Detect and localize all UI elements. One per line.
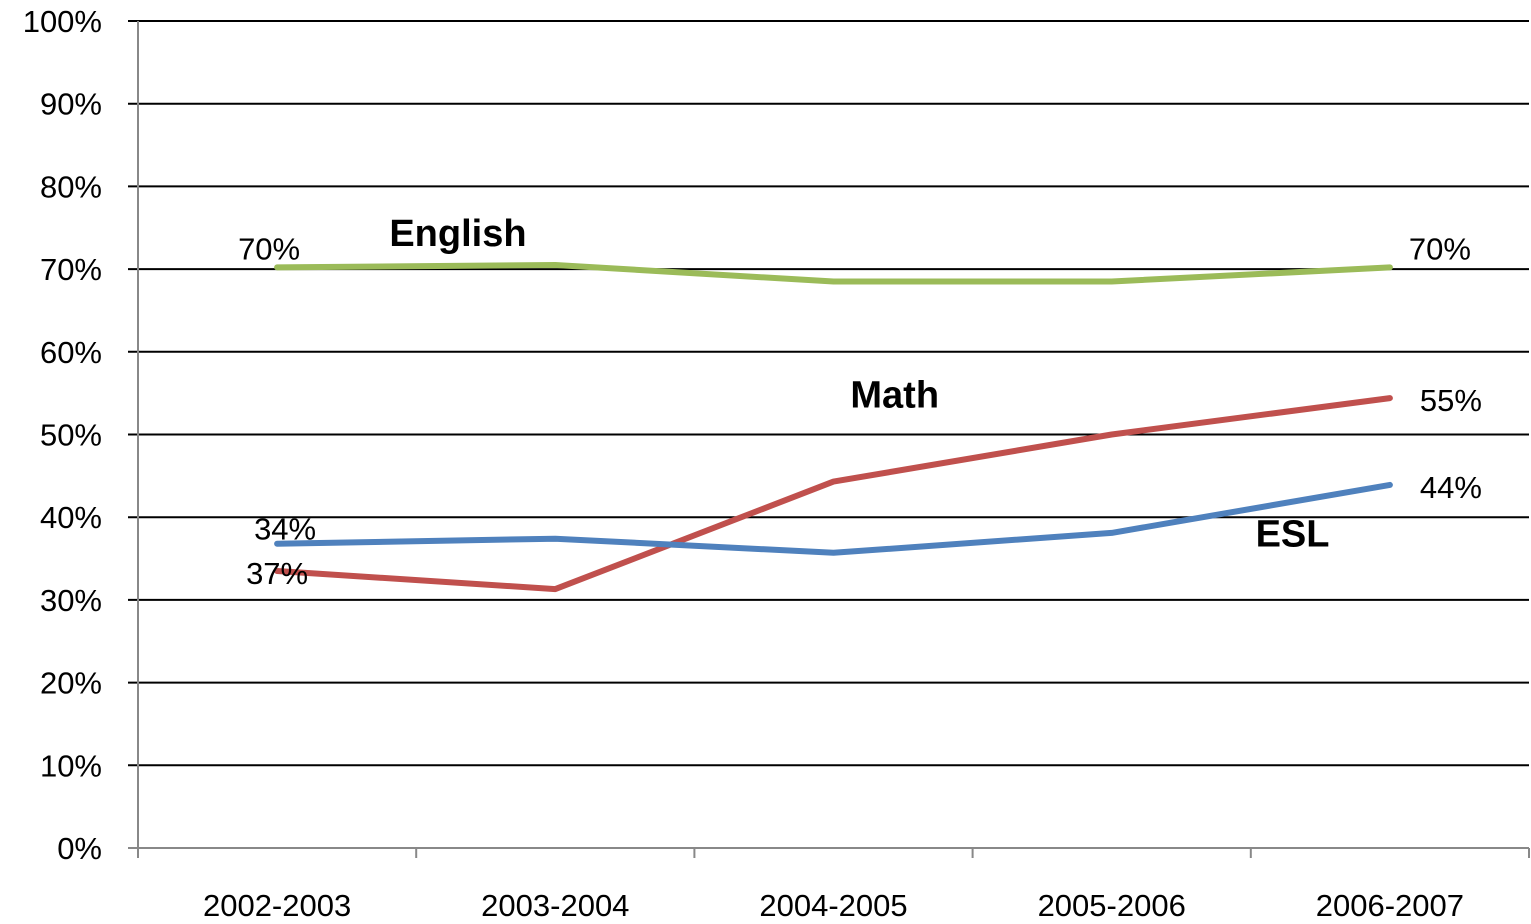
- series-line-english: [274, 262, 1393, 285]
- x-tick-label: 2004-2005: [759, 888, 907, 923]
- gridlines: [128, 20, 1529, 767]
- series-line-esl: [274, 481, 1393, 556]
- x-tick-label: 2003-2004: [481, 888, 629, 923]
- y-tick-label: 40%: [40, 500, 102, 535]
- x-axis-tick-labels: 2002-2003 2003-2004 2004-2005 2005-2006 2006…: [203, 888, 1464, 923]
- y-tick-label: 20%: [40, 666, 102, 701]
- y-tick-label: 30%: [40, 583, 102, 618]
- data-label: 70%: [238, 231, 300, 266]
- series-label-english: English: [389, 213, 526, 255]
- data-label: 70%: [1409, 231, 1471, 266]
- y-tick-label: 80%: [40, 169, 102, 204]
- y-tick-label: 10%: [40, 748, 102, 783]
- y-tick-label: 60%: [40, 335, 102, 370]
- axes: [128, 21, 1530, 858]
- x-tick-label: 2002-2003: [203, 888, 351, 923]
- series-line-math: [274, 395, 1393, 593]
- y-tick-label: 70%: [40, 252, 102, 287]
- y-tick-label: 100%: [23, 4, 102, 39]
- y-tick-label: 50%: [40, 418, 102, 453]
- x-tick-label: 2006-2007: [1316, 888, 1464, 923]
- series-label-math: Math: [850, 374, 939, 416]
- data-label: 55%: [1420, 383, 1482, 418]
- data-label: 34%: [254, 512, 316, 547]
- y-tick-label: 0%: [57, 831, 102, 866]
- data-label: 44%: [1420, 470, 1482, 505]
- series-label-esl: ESL: [1256, 514, 1330, 556]
- data-label: 37%: [246, 556, 308, 591]
- series-labels: English Math ESL: [389, 213, 1329, 556]
- y-axis-tick-labels: 0% 10% 20% 30% 40% 50% 60% 70% 80% 90% 100%: [23, 4, 102, 866]
- x-tick-label: 2005-2006: [1038, 888, 1186, 923]
- data-labels: 70% 70% 34% 37% 55% 44%: [238, 231, 1482, 591]
- series-lines: [274, 262, 1393, 593]
- y-tick-label: 90%: [40, 87, 102, 122]
